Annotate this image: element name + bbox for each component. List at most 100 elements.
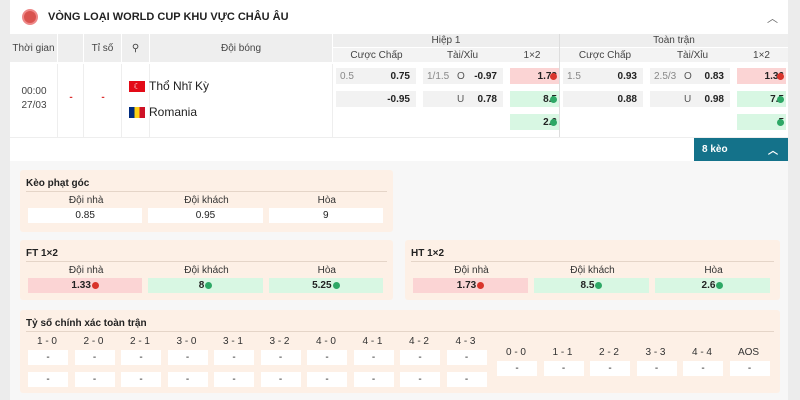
header-blank <box>58 34 83 62</box>
score-away-odds[interactable]: - <box>353 372 394 387</box>
score-home-odds[interactable]: - <box>446 350 487 365</box>
score-label: 2 - 0 <box>83 336 104 347</box>
over-under-odds[interactable]: U 0.78 <box>423 91 503 107</box>
turkey-flag-icon: ☾ <box>129 81 145 92</box>
subheader-x12: 1×2 <box>505 48 559 62</box>
match-score: - <box>101 92 105 103</box>
ft12-odds[interactable]: 5.25 <box>268 278 383 293</box>
score-away-odds[interactable]: - <box>400 372 440 387</box>
correct-score-panel: Tỷ số chính xác toàn trận 1 - 0--2 - 0--2… <box>20 310 780 393</box>
score-home-odds[interactable]: - <box>74 350 115 365</box>
trend-up-icon <box>777 95 784 103</box>
ou-value: -0.97 <box>474 70 497 82</box>
corner-odds[interactable]: 0.95 <box>148 208 263 223</box>
score-home-odds[interactable]: - <box>353 350 394 365</box>
score-home-odds[interactable]: - <box>260 350 301 365</box>
score-label: 4 - 4 <box>691 347 712 358</box>
score-away-odds[interactable]: - <box>167 372 208 387</box>
score-away-odds[interactable]: - <box>214 372 254 387</box>
corner-odds[interactable]: 9 <box>268 208 383 223</box>
score-away-odds[interactable]: - <box>307 372 347 387</box>
ht12-value: 2.6 <box>701 280 716 291</box>
1x2-odds[interactable]: 5 <box>737 114 786 130</box>
ft12-odds[interactable]: 1.33 <box>28 278 143 293</box>
match-time: 00:00 <box>21 86 47 97</box>
score-label: 4 - 2 <box>408 336 429 347</box>
subheader-ou: Tài/Xỉu <box>650 48 735 62</box>
home-team[interactable]: Thổ Nhĩ Kỳ <box>149 79 210 93</box>
score-away-odds[interactable]: - <box>446 372 487 387</box>
score-label: 3 - 1 <box>222 336 243 347</box>
chevron-up-icon: ︿ <box>768 146 778 157</box>
ft12-value: 8 <box>198 280 205 291</box>
ht12-value: 8.5 <box>580 280 595 291</box>
score-away-odds[interactable]: - <box>121 372 161 387</box>
1x2-odds[interactable]: 1.36 <box>737 68 786 84</box>
1x2-value: 1.73 <box>537 70 557 82</box>
trend-up-icon <box>716 281 724 289</box>
handicap-odds[interactable]: -0.95 <box>336 91 416 107</box>
score-label: 4 - 1 <box>362 336 383 347</box>
handicap-value: 0.88 <box>617 93 637 105</box>
match-date: 27/03 <box>21 100 47 111</box>
trend-up-icon <box>332 281 340 289</box>
handicap-odds[interactable]: 0.5 0.75 <box>336 68 416 84</box>
score-away-odds[interactable]: - <box>28 372 68 387</box>
subheader-x12: 1×2 <box>735 48 788 62</box>
score-away-odds[interactable]: - <box>74 372 115 387</box>
match-card: VÒNG LOẠI WORLD CUP KHU VỰC CHÂU ÂU ︿ Th… <box>10 0 788 400</box>
header-fulltime: Toàn trận <box>560 34 788 47</box>
score-home-odds[interactable]: - <box>121 350 161 365</box>
trend-down-icon <box>550 72 557 80</box>
header-score: Tỉ số <box>84 34 121 62</box>
score-home-odds[interactable]: - <box>400 350 440 365</box>
ht12-odds[interactable]: 2.6 <box>655 278 770 293</box>
ht12-odds[interactable]: 8.5 <box>534 278 649 293</box>
column-divider <box>332 64 333 137</box>
handicap-odds[interactable]: 1.5 0.93 <box>563 68 643 84</box>
handicap-line: 1.5 <box>567 70 581 82</box>
score-home-odds[interactable]: - <box>307 350 347 365</box>
stadium-icon: ⚲ <box>122 34 149 62</box>
ht12-odds[interactable]: 1.73 <box>413 278 528 293</box>
score-label: 4 - 0 <box>315 336 336 347</box>
trend-down-icon <box>91 281 99 289</box>
ft12-odds[interactable]: 8 <box>148 278 263 293</box>
1x2-odds[interactable]: 1.73 <box>510 68 559 84</box>
handicap-odds[interactable]: 0.88 <box>563 91 643 107</box>
score-label: 3 - 2 <box>269 336 290 347</box>
over-under-odds[interactable]: 1/1.5 O -0.97 <box>423 68 503 84</box>
more-odds-button[interactable]: 8 kèo ︿ <box>694 138 788 161</box>
away-team[interactable]: Romania <box>149 105 198 119</box>
handicap-line: 0.5 <box>340 70 354 82</box>
corner-title: Kèo phạt góc <box>26 178 90 189</box>
score-home-odds[interactable]: - <box>28 350 68 365</box>
score-draw-odds[interactable]: - <box>729 361 770 376</box>
more-odds-label: 8 kèo <box>702 144 728 155</box>
score-draw-odds[interactable]: - <box>590 361 630 376</box>
header-time: Thời gian <box>10 34 57 62</box>
score-away-odds[interactable]: - <box>260 372 301 387</box>
over-under-odds[interactable]: 2.5/3 O 0.83 <box>650 68 730 84</box>
divider <box>411 261 774 262</box>
score-draw-odds[interactable]: - <box>497 361 537 376</box>
ft12-value: 5.25 <box>312 280 332 291</box>
score-draw-odds[interactable]: - <box>636 361 677 376</box>
status: - <box>69 92 73 103</box>
score-draw-odds[interactable]: - <box>543 361 584 376</box>
over-under-odds[interactable]: U 0.98 <box>650 91 730 107</box>
score-home-odds[interactable]: - <box>214 350 254 365</box>
ou-line: 2.5/3 <box>654 70 677 82</box>
1x2-odds[interactable]: 8.5 <box>510 91 559 107</box>
score-home-odds[interactable]: - <box>167 350 208 365</box>
uefa-logo-icon <box>22 9 38 25</box>
corner-odds[interactable]: 0.85 <box>28 208 143 223</box>
score-draw-odds[interactable]: - <box>683 361 723 376</box>
score-label: 1 - 1 <box>552 347 573 358</box>
column-divider <box>83 64 84 137</box>
1x2-odds[interactable]: 2.6 <box>510 114 559 130</box>
chevron-up-icon[interactable]: ︿ <box>767 13 778 25</box>
row-divider <box>10 137 788 138</box>
score-label: 1 - 0 <box>36 336 57 347</box>
1x2-odds[interactable]: 7.5 <box>737 91 786 107</box>
